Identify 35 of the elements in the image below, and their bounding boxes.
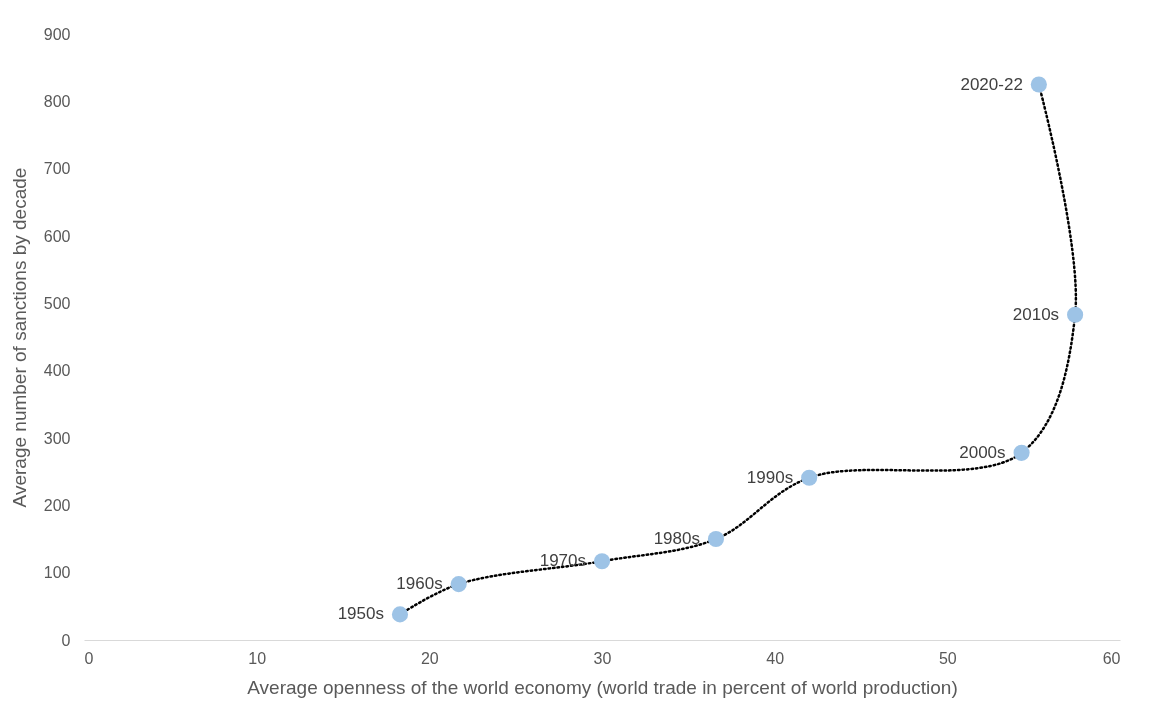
point [707, 530, 725, 548]
y-tick-label: 600 [43, 227, 71, 245]
annotation: 2000s [959, 442, 1006, 462]
annotation: 1990s [746, 467, 794, 487]
annotation: 1960s [396, 574, 443, 594]
y-tick-label: 300 [43, 429, 71, 447]
x-tick-label: 40 [766, 649, 785, 667]
annotation: 2020-22 [960, 74, 1023, 94]
point [801, 469, 818, 486]
y-tick-label: 900 [43, 25, 71, 43]
y-axis-title: Average number of sanctions by decade [8, 167, 30, 508]
y-tick-label: 700 [43, 160, 71, 178]
point [593, 553, 611, 570]
x-tick-label: 60 [1102, 649, 1121, 667]
x-tick-label: 50 [938, 649, 957, 667]
y-tick-label: 200 [43, 496, 71, 514]
annotation: 1950s [337, 604, 384, 624]
y-tick-label: 800 [43, 92, 71, 110]
point [1067, 306, 1084, 323]
point [1030, 76, 1047, 93]
x-axis-title: Average openness of the world economy (world trade in percent of world production) [247, 676, 958, 698]
point [1013, 444, 1030, 461]
point [450, 576, 467, 593]
y-tick-label: 400 [43, 362, 71, 380]
x-tick-label: 20 [420, 649, 439, 667]
x-tick-label: 10 [248, 649, 267, 667]
annotation: 1970s [539, 551, 586, 571]
y-tick-label: 100 [43, 564, 71, 582]
point [391, 606, 409, 623]
y-tick-label: 500 [43, 294, 71, 312]
annotation: 1980s [653, 529, 700, 548]
x-tick-label: 0 [84, 649, 94, 667]
annotation: 2010s [1012, 304, 1060, 324]
y-tick-label: 0 [61, 631, 71, 649]
x-tick-label: 30 [593, 649, 612, 667]
